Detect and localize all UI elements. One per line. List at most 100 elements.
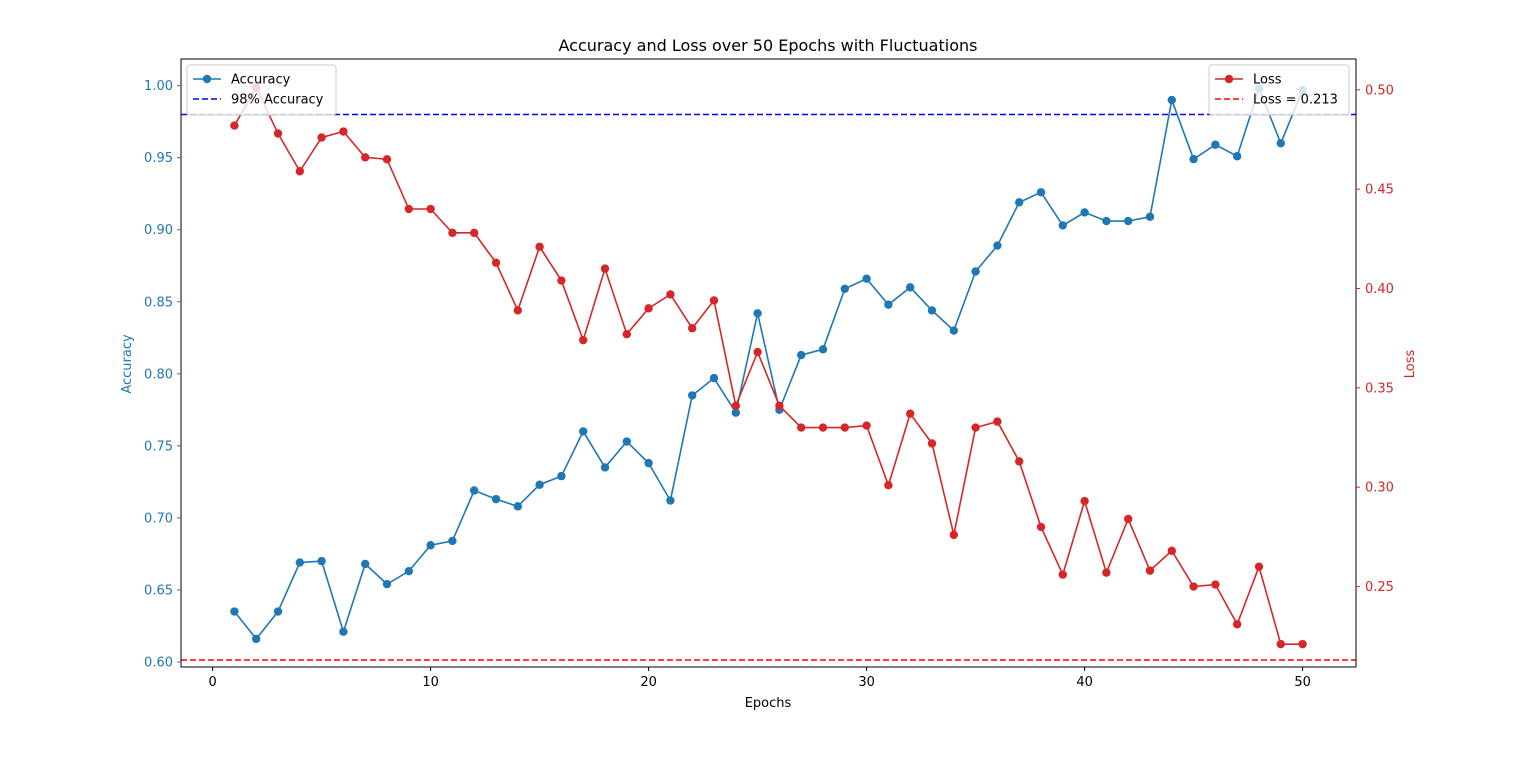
data-point-accuracy-6 [339,627,348,636]
y-right-tick-label-0.45: 0.45 [1365,183,1394,198]
x-tick-label-40: 40 [1076,675,1093,690]
legend-left-marker-0 [202,74,212,84]
data-point-accuracy-2 [252,634,261,644]
data-point-loss-46 [1211,580,1220,589]
y-right-tick-label-0.30: 0.30 [1365,481,1394,496]
data-point-accuracy-19 [622,437,632,446]
data-point-accuracy-37 [1014,198,1024,207]
data-point-loss-23 [709,296,719,305]
chart-title: Accuracy and Loss over 50 Epochs with Fl… [559,36,978,55]
y-right-tick-label-0.50: 0.50 [1365,83,1394,98]
data-point-loss-43 [1145,566,1155,575]
data-point-loss-24 [731,401,741,410]
y-left-tick-label-0.80: 0.80 [144,367,173,382]
data-point-loss-28 [818,423,828,432]
data-point-accuracy-49 [1276,139,1285,148]
data-point-accuracy-9 [404,566,414,576]
data-point-accuracy-32 [905,283,915,292]
data-point-loss-20 [644,304,653,313]
legend-left-label-1: 98% Accuracy [231,93,324,108]
data-point-loss-4 [295,167,305,176]
x-tick-label-30: 30 [858,675,875,690]
data-point-loss-35 [971,423,980,432]
data-point-accuracy-31 [884,300,893,309]
data-point-accuracy-13 [491,494,501,504]
data-point-loss-22 [688,324,697,333]
y-left-tick-label-0.90: 0.90 [144,223,173,238]
data-point-accuracy-4 [295,558,305,567]
data-point-accuracy-25 [753,309,762,318]
data-point-accuracy-46 [1211,140,1220,149]
x-tick-label-50: 50 [1294,675,1311,690]
data-point-loss-6 [339,127,348,136]
data-point-accuracy-36 [993,241,1002,250]
y-left-tick-label-0.75: 0.75 [144,439,173,454]
legend-left-label-0: Accuracy [231,73,291,88]
data-point-loss-16 [557,276,566,285]
y-left-tick-label-0.65: 0.65 [144,583,173,598]
data-point-accuracy-30 [862,274,871,283]
data-point-accuracy-42 [1123,216,1133,226]
data-point-loss-45 [1189,582,1198,591]
data-point-accuracy-18 [600,463,610,472]
data-point-loss-34 [949,530,958,540]
data-point-loss-49 [1276,639,1285,649]
data-point-loss-14 [513,306,523,315]
data-point-accuracy-21 [666,496,675,505]
data-point-loss-30 [862,421,871,430]
data-point-accuracy-5 [317,556,326,566]
data-point-loss-32 [905,409,915,418]
data-point-loss-5 [317,133,326,142]
data-point-loss-11 [448,228,457,238]
data-point-accuracy-45 [1189,154,1198,164]
data-point-accuracy-8 [382,579,392,589]
y-left-tick-label-1.00: 1.00 [144,79,173,94]
data-point-loss-15 [535,242,544,251]
data-point-accuracy-16 [557,471,566,481]
data-point-loss-36 [993,417,1002,426]
data-point-loss-44 [1167,546,1176,555]
y-axis-right-label: Loss [1403,350,1418,379]
data-point-loss-31 [884,480,893,490]
data-point-loss-17 [579,335,588,345]
data-point-accuracy-34 [949,326,958,335]
data-point-loss-25 [753,347,762,357]
data-point-loss-48 [1254,562,1264,571]
x-tick-label-20: 20 [640,675,657,690]
y-left-tick-label-0.70: 0.70 [144,511,173,526]
data-point-loss-18 [600,264,610,273]
data-point-accuracy-38 [1036,188,1046,197]
data-point-loss-27 [796,423,806,432]
data-point-accuracy-28 [818,345,828,354]
y-left-tick-label-0.85: 0.85 [144,295,173,310]
data-point-loss-21 [666,290,675,299]
data-point-accuracy-33 [927,306,937,315]
data-point-loss-12 [470,228,479,238]
data-point-loss-37 [1014,457,1024,466]
x-tick-label-0: 0 [208,675,216,690]
data-point-accuracy-24 [731,408,741,417]
x-tick-label-10: 10 [422,675,439,690]
data-point-accuracy-3 [273,607,283,616]
data-point-loss-41 [1102,568,1111,577]
data-point-accuracy-1 [230,607,239,616]
data-point-accuracy-44 [1167,95,1176,105]
data-point-accuracy-43 [1145,212,1155,221]
data-point-accuracy-22 [688,391,697,400]
data-point-loss-7 [361,153,370,162]
data-point-accuracy-12 [470,486,479,495]
data-point-loss-50 [1298,639,1307,649]
data-point-accuracy-7 [361,559,370,569]
data-point-accuracy-10 [426,541,435,550]
data-point-loss-1 [230,121,239,130]
data-point-accuracy-35 [971,267,980,276]
data-point-loss-3 [273,129,283,138]
data-point-accuracy-15 [535,480,544,489]
data-point-loss-29 [840,423,849,432]
x-axis-label: Epochs [745,696,792,711]
data-point-accuracy-41 [1102,216,1111,226]
data-point-accuracy-14 [513,502,523,511]
data-point-accuracy-39 [1058,221,1067,230]
